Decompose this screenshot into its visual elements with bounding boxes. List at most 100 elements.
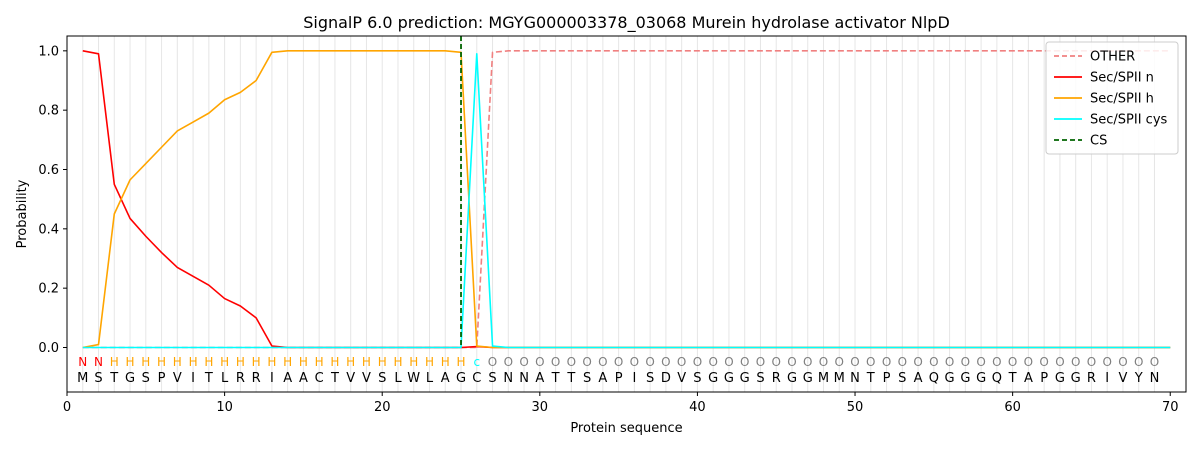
residue-letter: S [646,371,654,386]
residue-letter: S [898,371,906,386]
residue-letter: S [142,371,150,386]
annotation-letter: H [126,355,135,369]
residue-letter: S [756,371,764,386]
residue-letter: N [503,371,513,386]
annotation-letter: O [945,355,954,369]
annotation-letter: O [882,355,891,369]
residue-letter: G [803,371,813,386]
residue-letter: G [960,371,970,386]
annotation-letter: O [976,355,985,369]
annotation-letter: H [110,355,119,369]
residue-letter: T [551,371,560,386]
x-tick-label: 10 [216,400,233,415]
residue-letter: V [362,371,371,386]
annotation-letter: H [409,355,418,369]
residue-letter: M [77,371,88,386]
residue-letter: T [330,371,339,386]
residue-letter: S [693,371,701,386]
residue-letter: I [1105,371,1109,386]
annotation-letter: H [252,355,261,369]
series-line-other [82,50,1171,349]
residue-letter: V [677,371,686,386]
annotation-letter: O [1055,355,1064,369]
annotation-letter: H [283,355,292,369]
annotation-letter: H [299,355,308,369]
legend: OTHER Sec/SPII n Sec/SPII h Sec/SPII cys CS [1045,41,1179,155]
residue-letter: L [394,371,402,386]
residue-letter: A [535,371,544,386]
residue-letter: A [1024,371,1033,386]
annotation-letter: O [582,355,591,369]
residue-letter: V [1119,371,1128,386]
annotation-letter: O [677,355,686,369]
annotation-letter: O [787,355,796,369]
annotation-letter: H [346,355,355,369]
residue-letter: A [914,371,923,386]
annotation-letter: H [315,355,324,369]
x-axis-label: Protein sequence [570,421,682,436]
annotation-letter: O [756,355,765,369]
annotation-letter: O [992,355,1001,369]
annotation-letter: H [220,355,229,369]
annotation-letter: O [771,355,780,369]
annotation-letter: O [913,355,922,369]
annotation-letter: O [551,355,560,369]
position-gridlines [82,36,1155,392]
y-axis-label: Probability [15,179,30,248]
annotation-letter: H [362,355,371,369]
residue-letter: G [456,371,466,386]
annotation-letter: O [724,355,733,369]
residue-letter: R [236,371,245,386]
annotation-letter: O [693,355,702,369]
annotation-letter: O [929,355,938,369]
annotation-letter: H [141,355,150,369]
residue-letter: A [299,371,308,386]
annotation-letter: H [267,355,276,369]
annotation-letter: O [850,355,859,369]
residue-letter: G [708,371,718,386]
residue-letter: P [1040,371,1048,386]
annotation-letter: H [173,355,182,369]
y-tick-label: 0.4 [38,222,59,237]
annotation-letter: O [519,355,528,369]
annotation-letter: O [1024,355,1033,369]
residue-letter: G [945,371,955,386]
annotation-letter: O [898,355,907,369]
legend-box [1045,41,1179,155]
series-line-sec-spii-cys [82,52,1171,349]
residue-letter: P [158,371,166,386]
x-tick-label: 0 [63,400,71,415]
residue-letter: T [204,371,213,386]
residue-letter: G [1071,371,1081,386]
y-tick-label: 0.8 [38,104,59,119]
annotation-letter: c [473,355,480,369]
annotation-letter: O [1039,355,1048,369]
annotation-letter: N [94,355,103,369]
legend-label: Sec/SPII h [1090,92,1154,107]
annotation-letter: O [488,355,497,369]
annotation-letter: O [835,355,844,369]
annotation-letter: O [535,355,544,369]
annotation-letter: O [961,355,970,369]
residue-letter: L [426,371,434,386]
annotation-letter: O [504,355,513,369]
residue-letter: S [94,371,102,386]
chart-title: SignalP 6.0 prediction: MGYG000003378_03… [303,13,950,33]
residue-letter: R [252,371,261,386]
x-tick-label: 60 [1004,400,1021,415]
residue-letter: G [125,371,135,386]
annotation-letter: O [866,355,875,369]
residue-letter: C [472,371,481,386]
residue-letter: S [378,371,386,386]
residue-letter: A [441,371,450,386]
annotation-letter: O [661,355,670,369]
legend-label: Sec/SPII cys [1090,113,1168,128]
annotation-letter: O [630,355,639,369]
axes: 0 10 20 30 40 50 60 70 0.0 0.2 0.4 0.6 0.8 1.0 [38,35,1187,415]
residue-letter: N [1150,371,1160,386]
x-tick-label: 70 [1162,400,1179,415]
annotation-letter: O [614,355,623,369]
residue-letter: T [866,371,875,386]
annotation-letter: H [456,355,465,369]
